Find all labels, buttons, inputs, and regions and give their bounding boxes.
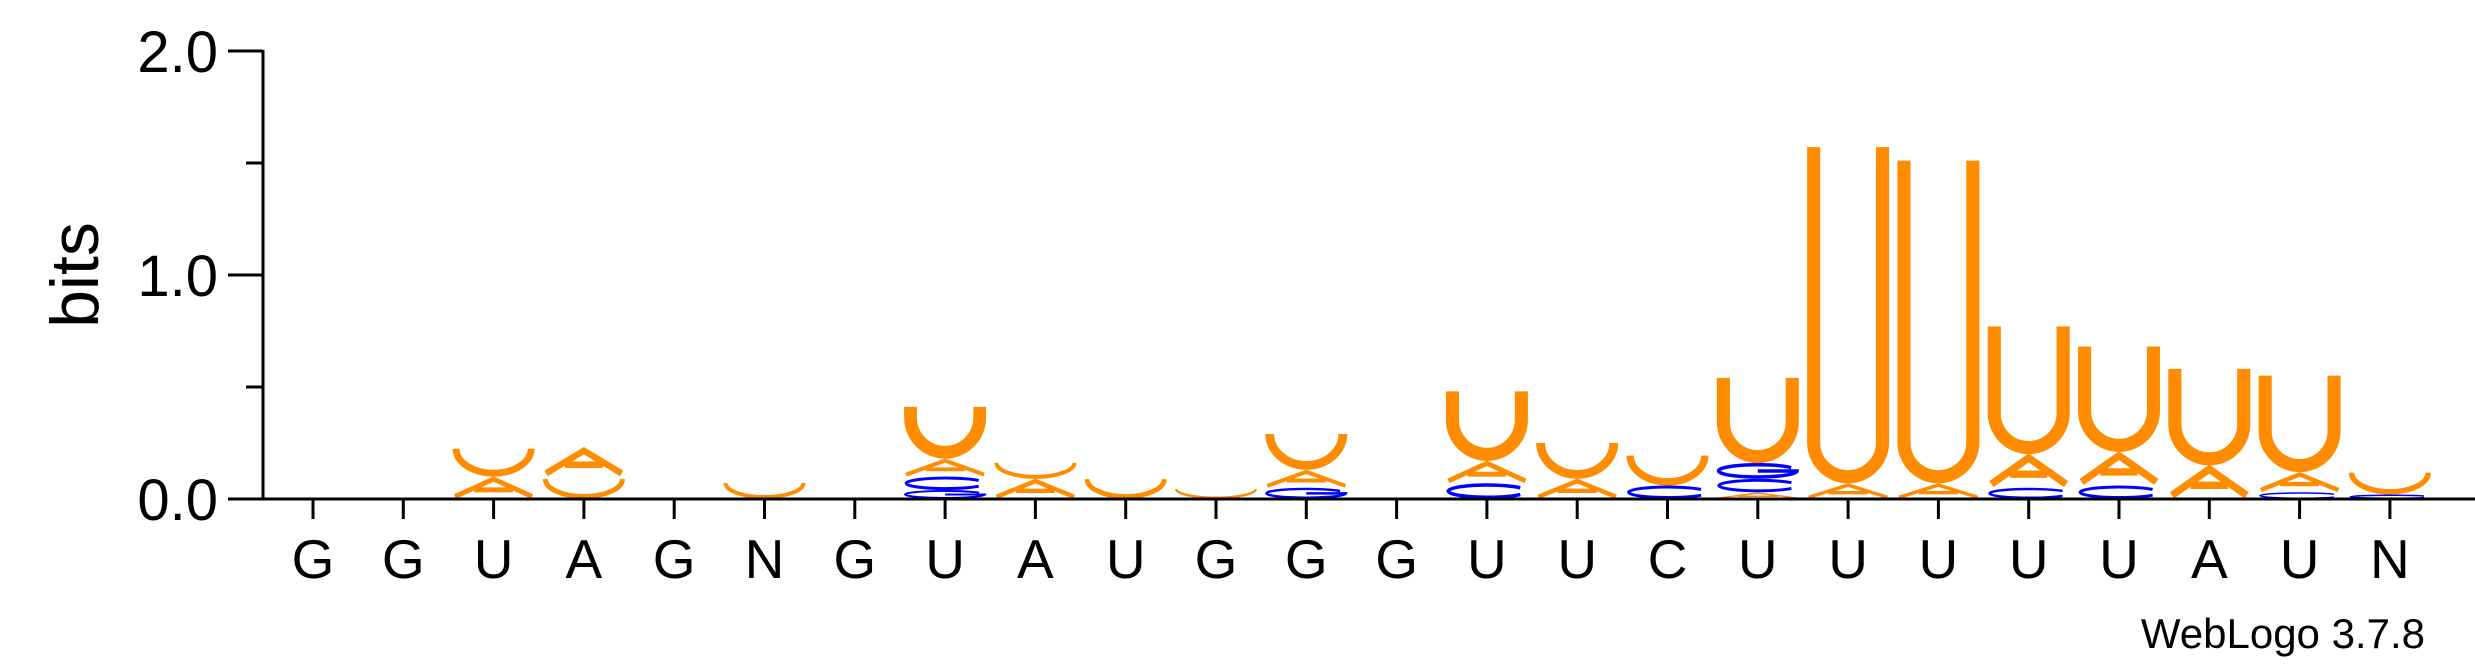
x-tick-label: G [1195, 528, 1238, 590]
logo-letter-a [1266, 469, 1346, 488]
logo-stack [1445, 391, 1528, 499]
logo-letter-u [2258, 375, 2341, 473]
logo-letter-a [454, 476, 534, 499]
logo-stack [1626, 455, 1709, 499]
x-tick-label: G [653, 528, 696, 590]
logo-letter-u [2078, 346, 2160, 452]
x-tick-label: G [382, 528, 425, 590]
logo-letter-c [2078, 485, 2153, 499]
logo-letter-a [2079, 451, 2159, 485]
logo-stack [2168, 368, 2251, 499]
logo-letter-g [904, 489, 987, 499]
logo-stack [994, 462, 1077, 499]
logo-letter-u [1897, 160, 1980, 484]
logo-letter-a [1447, 460, 1527, 484]
x-tick-label: G [1375, 528, 1418, 590]
x-tick-label: G [833, 528, 876, 590]
logo-stack [1084, 478, 1167, 500]
logo-stack [1807, 147, 1890, 499]
x-tick-label: U [1738, 528, 1778, 590]
logo-stack [2258, 375, 2341, 499]
logo-letter-a [1808, 483, 1888, 499]
logo-letter-u [1536, 442, 1619, 479]
logo-letter-a [2169, 464, 2249, 499]
logo-stack [904, 406, 987, 499]
logo-letter-c [1627, 485, 1702, 499]
x-tick-label: A [566, 528, 603, 590]
x-ticks [311, 499, 2392, 519]
logo-letter-u [1807, 147, 1890, 484]
y-axis-title: bits [37, 222, 113, 328]
logo-stack [1987, 326, 2070, 499]
logo-stack [1265, 433, 1348, 499]
axes: 0.0 1.0 2.0 bits [37, 20, 2475, 533]
y-tick-label: 1.0 [137, 244, 218, 309]
x-tick-label: U [1467, 528, 1507, 590]
logo-letter-u [452, 448, 535, 477]
logo-letter-u [2168, 368, 2251, 466]
x-tick-label: A [1017, 528, 1054, 590]
weblogo-credit: WebLogo 3.7.8 [2141, 610, 2425, 657]
x-tick-label: U [1106, 528, 1146, 590]
logo-letter-g [1716, 463, 1800, 479]
logo-letter-a [995, 478, 1076, 499]
x-tick-label: G [292, 528, 335, 590]
logo-stack [452, 448, 535, 499]
logo-stack [1716, 377, 1800, 499]
logo-letter-u [904, 406, 987, 459]
logo-letter-u [2348, 472, 2431, 495]
logo-letter-u [1084, 478, 1167, 500]
logo-letter-a [544, 446, 624, 477]
x-tick-label: U [2280, 528, 2320, 590]
logo-letter-c [1717, 478, 1792, 493]
logo-letter-a [1989, 453, 2069, 488]
logo-letter-c [1988, 487, 2063, 499]
logo-letter-c [2259, 492, 2334, 499]
logo-letter-u [723, 482, 806, 499]
x-tick-label: U [1828, 528, 1868, 590]
x-tick-label: U [2009, 528, 2049, 590]
logo-letter-u [994, 462, 1077, 479]
x-tick-label: U [474, 528, 514, 590]
x-tick-label: U [2099, 528, 2139, 590]
logo-letter-g [1265, 487, 1348, 499]
logo-letter-c [1446, 483, 1521, 499]
logo-stack [2348, 472, 2431, 499]
logo-stacks [452, 147, 2431, 500]
y-tick-label: 2.0 [137, 20, 218, 85]
logo-stack [1897, 160, 1980, 499]
logo-letter-a [905, 458, 985, 477]
logo-stack [1536, 442, 1619, 499]
logo-stack [723, 482, 806, 499]
logo-letter-a [1717, 492, 1799, 499]
logo-letter-u [1265, 433, 1348, 470]
logo-letter-u [542, 478, 625, 499]
x-tick-label: N [2370, 528, 2410, 590]
logo-letter-u [1626, 455, 1709, 486]
logo-letter-a [2259, 471, 2340, 493]
x-tick-label: U [1919, 528, 1959, 590]
x-tick-label: C [1648, 528, 1688, 590]
logo-letter-c [904, 476, 979, 491]
logo-letter-a [1537, 478, 1617, 499]
logo-stack [2078, 346, 2160, 499]
x-tick-label: G [1285, 528, 1328, 590]
logo-letter-u [1174, 488, 1258, 500]
x-tick-label: U [1557, 528, 1597, 590]
logo-letter-u [1716, 377, 1799, 464]
logo-stack [1174, 488, 1258, 500]
y-tick-label: 0.0 [137, 468, 218, 533]
logo-letter-u [1987, 326, 2070, 455]
x-tick-label: A [2191, 528, 2228, 590]
logo-letter-a [1898, 483, 1979, 499]
x-tick-label: U [925, 528, 965, 590]
x-tick-label: N [745, 528, 785, 590]
logo-stack [542, 446, 625, 499]
logo-letter-u [1445, 391, 1528, 461]
